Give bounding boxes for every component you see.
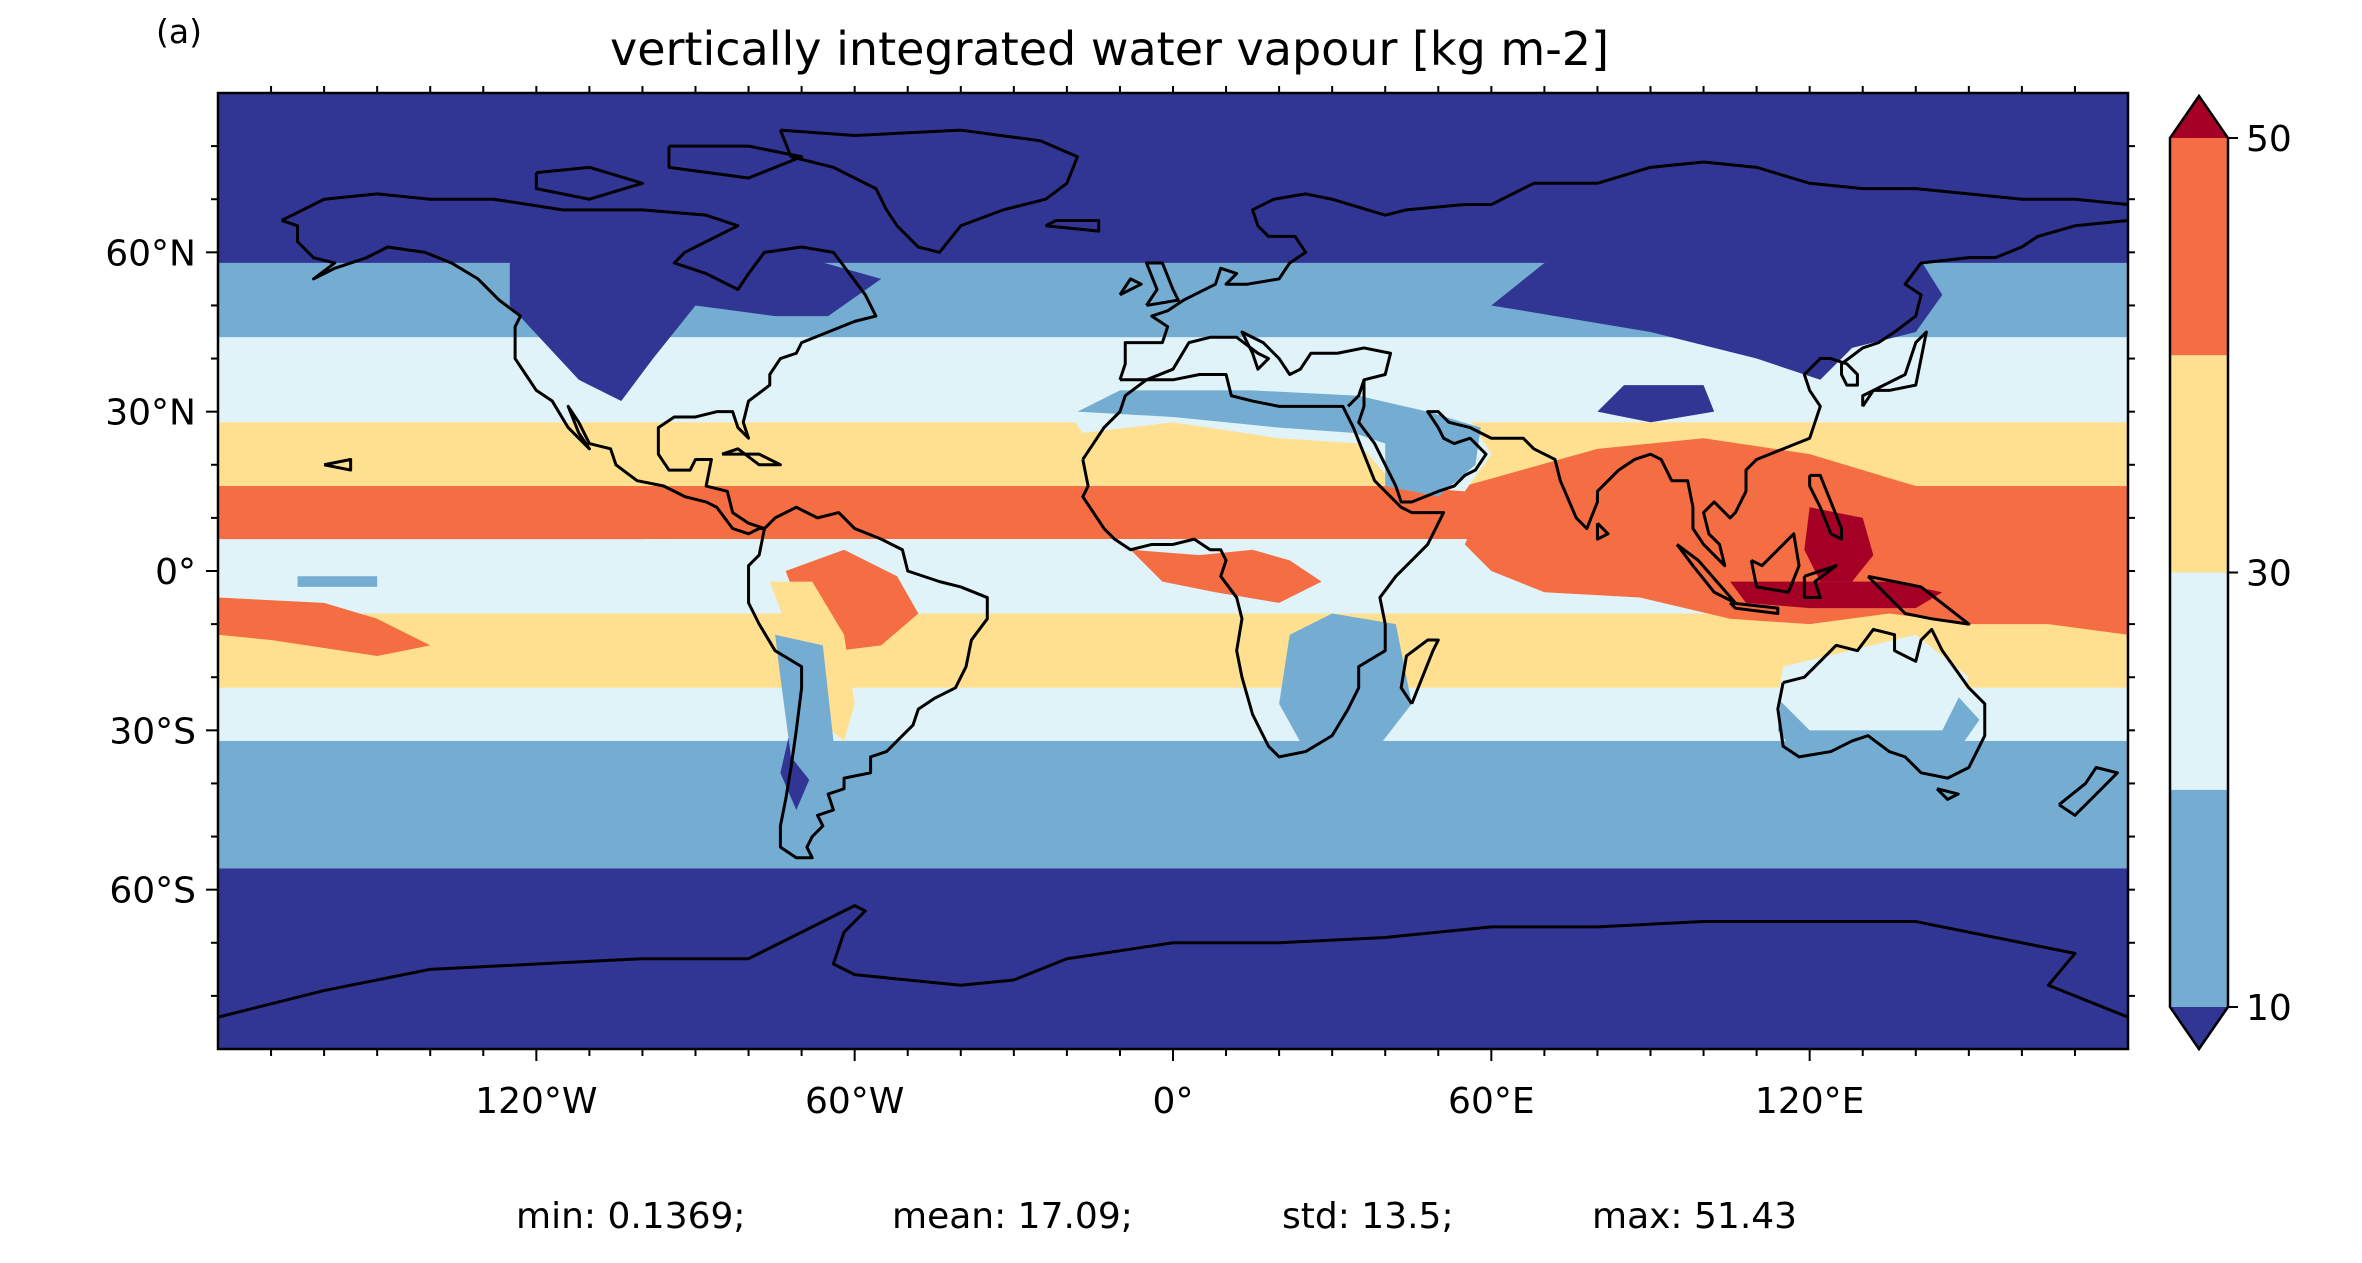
y-tick-label: 0° [155, 552, 196, 593]
y-tick-label: 60°S [109, 871, 196, 912]
coastline [721, 447, 782, 467]
coastline [2058, 766, 2119, 817]
coastline [1749, 532, 1801, 594]
stat-max: max: 51.43 [1592, 1196, 1798, 1237]
field-patch [218, 597, 431, 656]
coastline [1776, 627, 1987, 780]
coastline [280, 192, 878, 536]
colorbar-segment [2170, 355, 2228, 573]
colorbar-tick-label: 10 [2246, 988, 2292, 1029]
coastline [1802, 564, 1838, 600]
coastline [1675, 543, 1737, 605]
coastline [1935, 787, 1960, 801]
colorbar-segment [2170, 572, 2228, 790]
field-patch [1279, 613, 1412, 752]
x-tick-label: 120°E [1755, 1081, 1864, 1122]
stat-mean: mean: 17.09; [892, 1196, 1133, 1237]
coastline [1357, 218, 2128, 568]
coastline [667, 144, 804, 180]
field-patch [1804, 507, 1874, 582]
zonal-band [218, 868, 2128, 1049]
field-patch [1491, 252, 1943, 380]
field-patch [1464, 438, 2128, 635]
coastline [747, 505, 989, 860]
field-patch [1130, 549, 1322, 603]
field-patch [297, 576, 378, 587]
colorbar: 10 30 50 [2168, 93, 2292, 1052]
colorbar-tick-label: 30 [2246, 554, 2292, 595]
coastline [1808, 473, 1843, 541]
coastline [778, 128, 1079, 254]
colorbar-extend-min [2170, 1007, 2228, 1049]
axes-layer: 120°W 60°W 0° 60°E 120°E 60°N 30°N 0° 30°S 60°S [105, 86, 2135, 1122]
field-patch [775, 634, 834, 784]
coastline [534, 165, 644, 201]
x-tick-label: 60°E [1448, 1081, 1535, 1122]
coastline [323, 457, 353, 472]
coastline [1595, 522, 1610, 541]
field-patch [218, 496, 723, 540]
colorbar-segment [2170, 789, 2228, 1007]
coastline [218, 904, 2128, 1019]
map-layer [218, 93, 2128, 1049]
y-tick-label: 30°N [105, 393, 196, 434]
coastline [1118, 160, 2128, 381]
y-tick-label: 30°S [109, 711, 196, 752]
stat-min: min: 0.1369; [516, 1196, 746, 1237]
coastline [1729, 601, 1780, 615]
y-tick-label: 60°N [105, 233, 196, 274]
zonal-band [218, 93, 2128, 263]
coastline [1081, 372, 1446, 759]
coastline [1861, 330, 1928, 408]
colorbar-tick-label: 50 [2246, 119, 2292, 160]
coastline [1118, 277, 1143, 297]
stat-std: std: 13.5; [1282, 1196, 1454, 1237]
coastline [1866, 574, 1971, 626]
field-patch [1597, 385, 1715, 423]
field-patch [1077, 390, 1481, 497]
chart-title: vertically integrated water vapour [kg m… [610, 22, 1610, 76]
x-tick-label: 120°W [475, 1081, 597, 1122]
coastline-layer [218, 128, 2128, 1019]
colorbar-extend-max [2170, 96, 2228, 138]
coastline [1119, 330, 1393, 408]
coastline [1399, 638, 1440, 705]
colorbar-segment [2170, 138, 2228, 356]
x-tick-label: 0° [1153, 1081, 1194, 1122]
coastline [1144, 261, 1180, 307]
field-patch [1730, 581, 1943, 609]
field-patch [509, 241, 882, 402]
coastline [1044, 218, 1101, 233]
field-patch [1777, 634, 1969, 731]
x-tick-label: 60°W [805, 1081, 904, 1122]
panel-label: (a) [156, 12, 202, 51]
